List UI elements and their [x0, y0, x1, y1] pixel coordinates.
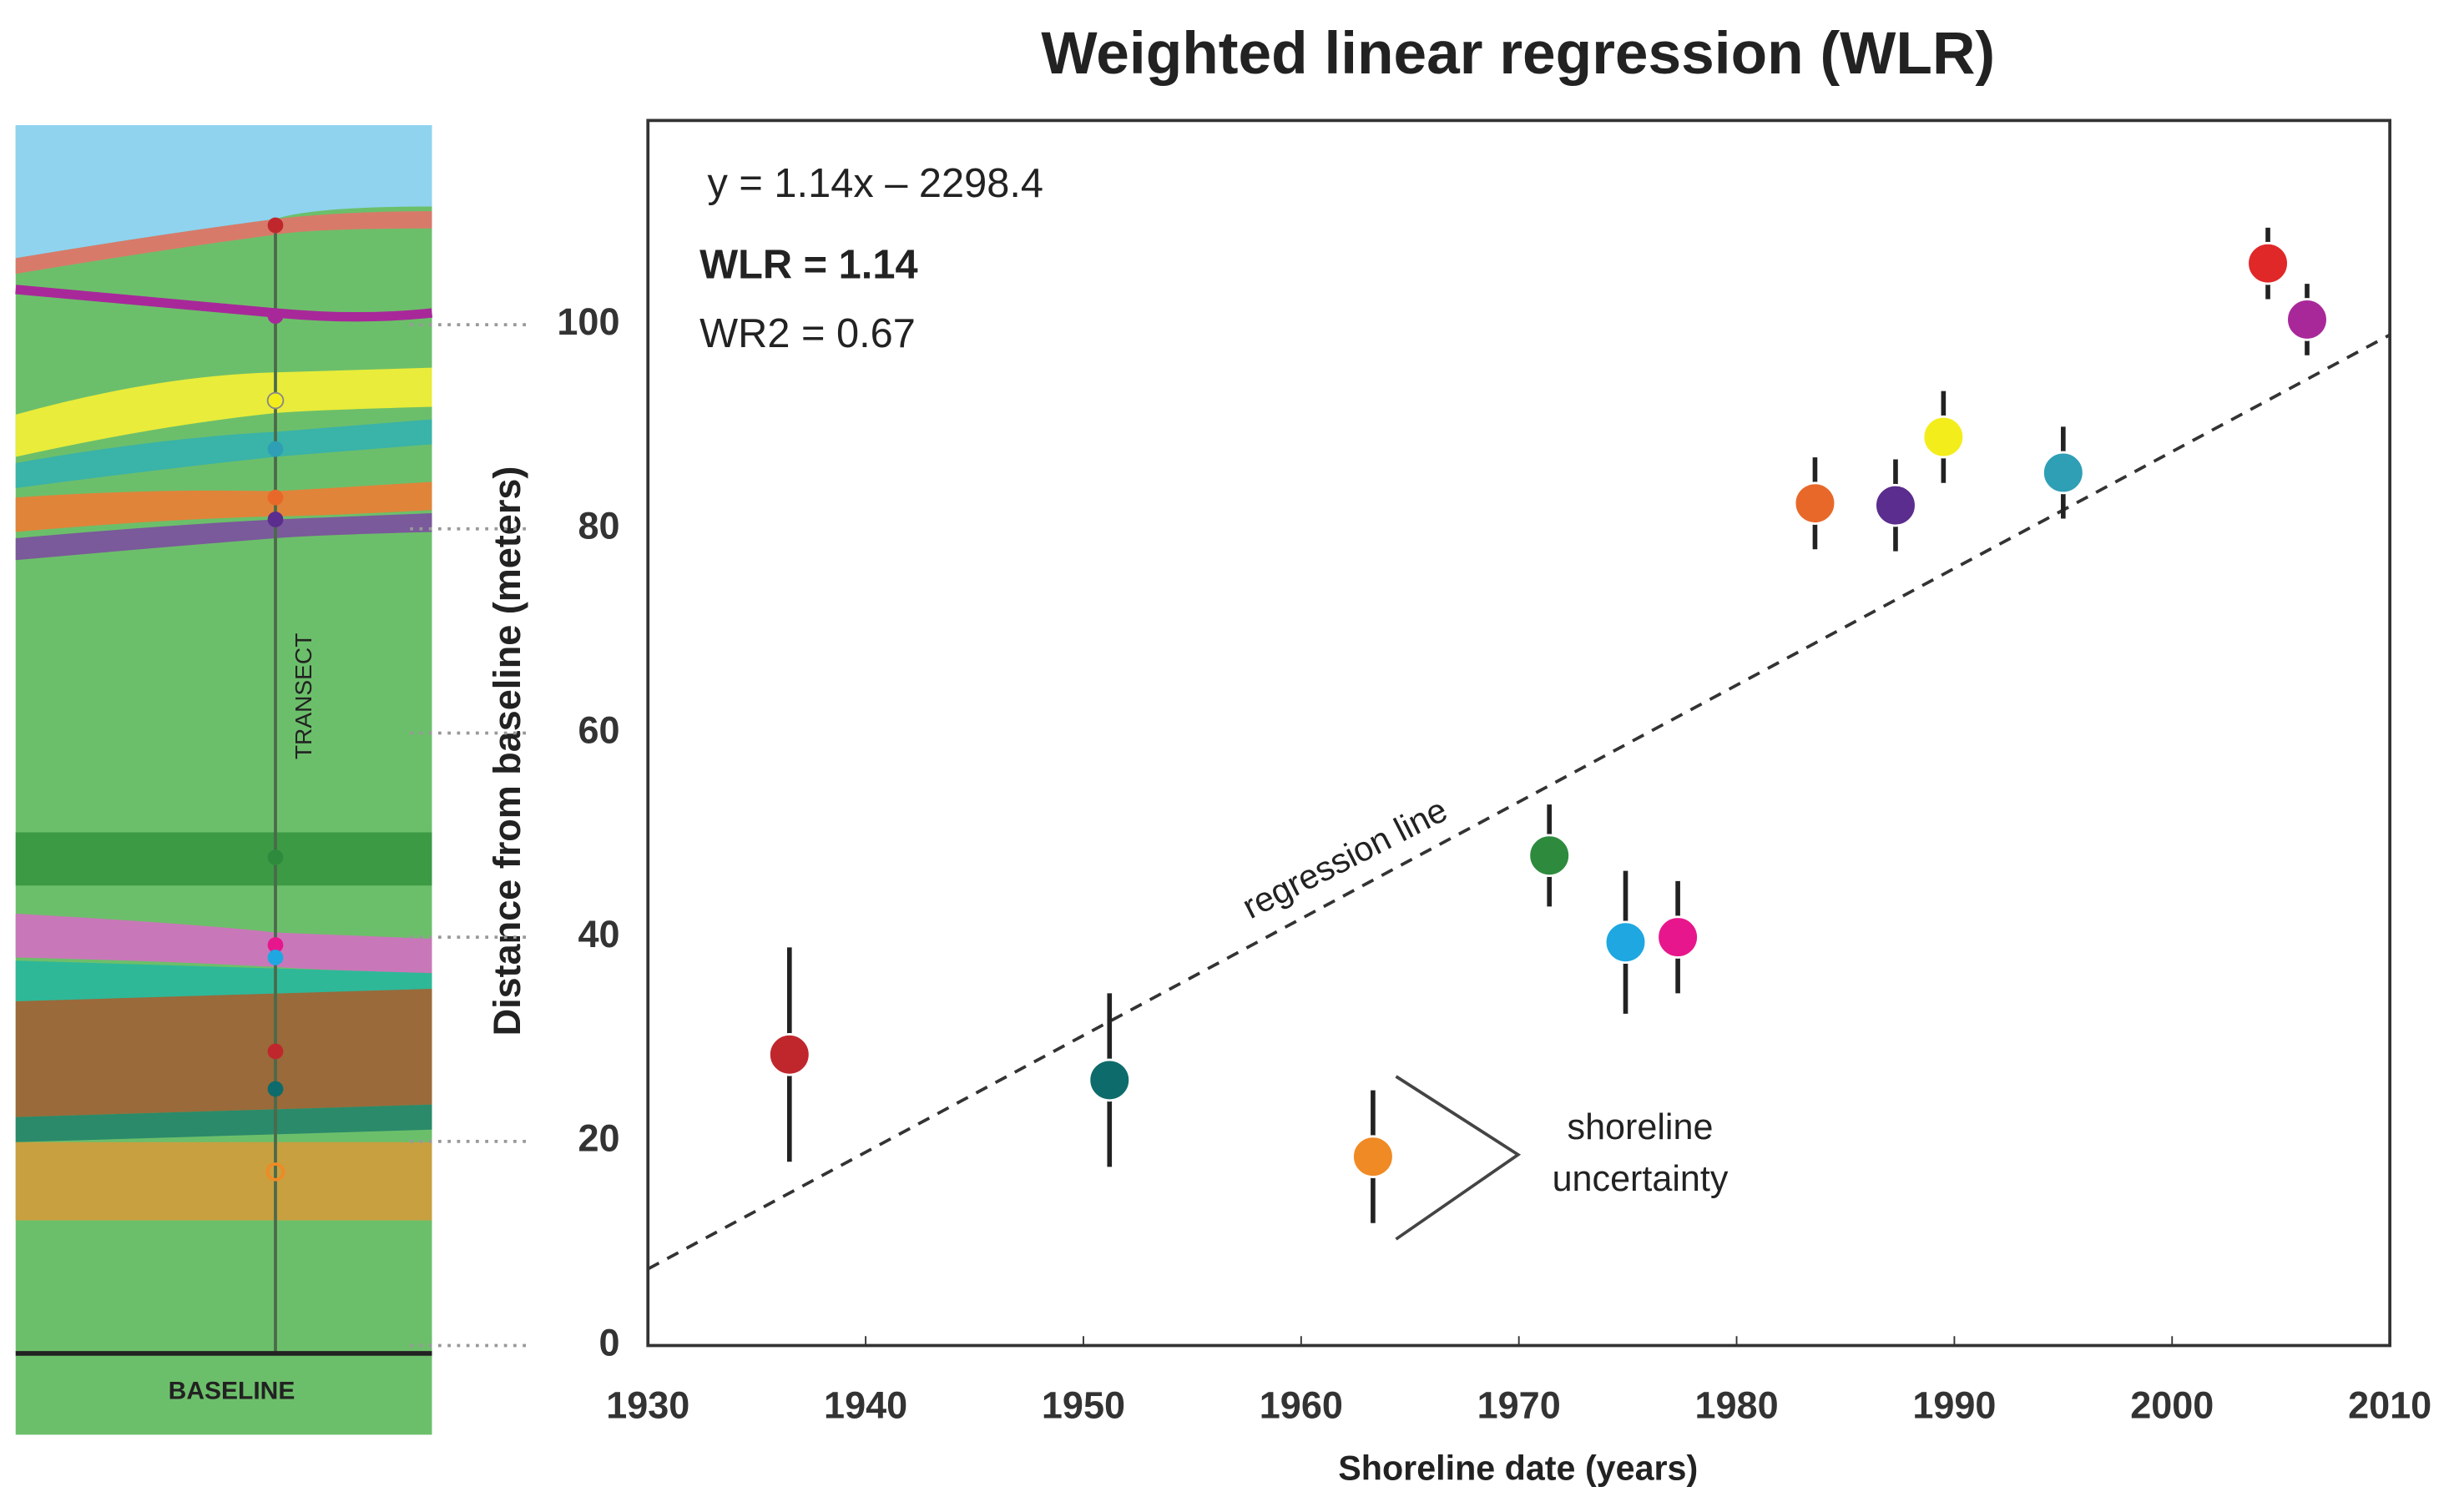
data-point	[1793, 481, 1837, 525]
x-tick-label: 1980	[1694, 1383, 1778, 1426]
transect-point	[267, 308, 284, 325]
panel-bg	[15, 125, 432, 1435]
band	[15, 832, 432, 886]
regression-line	[647, 333, 2391, 1271]
x-tick-label: 1960	[1260, 1383, 1343, 1426]
x-tick-label: 1950	[1042, 1383, 1125, 1426]
transect-point	[267, 441, 284, 457]
data-point	[1088, 1058, 1132, 1102]
chart-title: Weighted linear regression (WLR)	[1041, 20, 1995, 87]
y-tick-label: 20	[578, 1117, 619, 1160]
data-point	[768, 1033, 811, 1076]
band	[15, 1104, 432, 1142]
band	[15, 211, 432, 275]
band	[15, 419, 432, 488]
band	[15, 914, 432, 974]
y-tick-label: 80	[578, 505, 619, 547]
band	[15, 367, 432, 457]
y-tick-label: 60	[578, 708, 619, 751]
regression-label: regression line	[1236, 790, 1453, 926]
transect-point	[265, 1162, 285, 1182]
plot-frame	[646, 118, 2391, 1348]
data-point	[2042, 451, 2085, 495]
band	[15, 513, 432, 561]
transect-point	[267, 849, 284, 865]
x-tick-label: 1940	[824, 1383, 907, 1426]
uncertainty-label: uncertainty	[1553, 1159, 1729, 1199]
transect-point	[267, 512, 284, 527]
uncertainty-label: shoreline	[1568, 1107, 1714, 1147]
data-point	[1351, 1135, 1395, 1178]
transect-point	[267, 217, 284, 234]
y-axis-label: Distance from baseline (meters)	[486, 466, 528, 1036]
transect-label: TRANSECT	[290, 633, 316, 760]
sky	[15, 125, 432, 259]
data-point	[1527, 834, 1571, 878]
data-point	[2285, 298, 2329, 341]
data-point	[1603, 920, 1648, 965]
transect-point	[266, 391, 285, 410]
data-point	[1656, 915, 1699, 959]
band	[15, 989, 432, 1117]
y-tick-label: 0	[598, 1321, 619, 1363]
transect-point	[267, 1043, 284, 1060]
uncertainty-bracket	[1395, 1075, 1522, 1241]
transect-point	[267, 937, 284, 953]
x-tick-label: 1970	[1477, 1383, 1561, 1426]
y-tick-label: 40	[578, 913, 619, 955]
transect-points	[265, 217, 285, 1182]
data-point	[2246, 241, 2290, 285]
band	[15, 481, 432, 532]
y-tick-label: 100	[557, 300, 619, 343]
band	[15, 960, 432, 1001]
baseline-label: BASELINE	[169, 1378, 295, 1405]
x-tick-label: 1990	[1912, 1383, 1996, 1426]
transect-panel: TRANSECT BASELINE	[15, 125, 433, 1435]
x-tick-label: 2010	[2348, 1383, 2431, 1426]
wr2-value: WR2 = 0.67	[699, 311, 916, 356]
wlr-value: WLR = 1.14	[699, 243, 917, 288]
x-tick-label: 1930	[606, 1383, 689, 1426]
data-point	[1921, 415, 1966, 459]
data-point	[1874, 483, 1917, 527]
transect-point	[267, 950, 284, 965]
x-tick-label: 2000	[2130, 1383, 2214, 1426]
transect-point	[267, 489, 284, 506]
equation: y = 1.14x – 2298.4	[708, 161, 1043, 206]
band	[15, 1142, 432, 1221]
x-axis-label: Shoreline date (years)	[1338, 1449, 1698, 1487]
transect-point	[267, 1081, 284, 1097]
band	[15, 285, 433, 322]
